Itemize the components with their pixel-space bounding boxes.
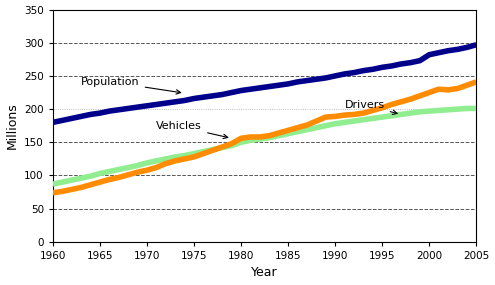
Y-axis label: Millions: Millions [5, 102, 18, 149]
Text: Drivers: Drivers [345, 100, 397, 115]
Text: Population: Population [81, 77, 181, 94]
X-axis label: Year: Year [251, 266, 278, 280]
Text: Vehicles: Vehicles [156, 121, 228, 139]
